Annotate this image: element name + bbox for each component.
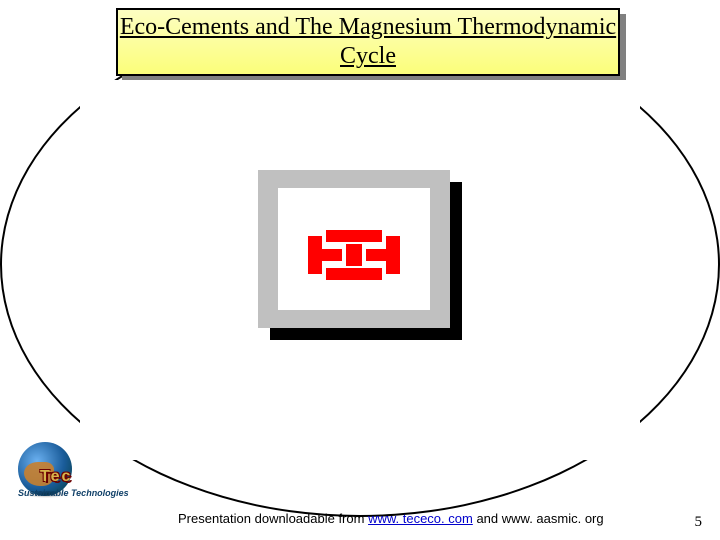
- footer-prefix: Presentation downloadable from: [178, 511, 368, 526]
- tec-logo-text: Tec: [40, 468, 72, 486]
- broken-image-icon: [308, 230, 400, 280]
- slide: Eco-Cements and The Magnesium Thermodyna…: [0, 0, 720, 540]
- title-box: Eco-Cements and The Magnesium Thermodyna…: [116, 8, 620, 76]
- footer-suffix: and www. aasmic. org: [473, 511, 604, 526]
- footer: Presentation downloadable from www. tece…: [0, 505, 720, 535]
- footer-text: Presentation downloadable from www. tece…: [178, 511, 604, 526]
- slide-title: Eco-Cements and The Magnesium Thermodyna…: [118, 13, 618, 71]
- broken-embedded-image: [258, 170, 462, 340]
- footer-link[interactable]: www. tececo. com: [368, 511, 473, 526]
- sustainable-technologies-banner: Sustainable Technologies: [18, 488, 178, 500]
- page-number: 5: [695, 514, 703, 531]
